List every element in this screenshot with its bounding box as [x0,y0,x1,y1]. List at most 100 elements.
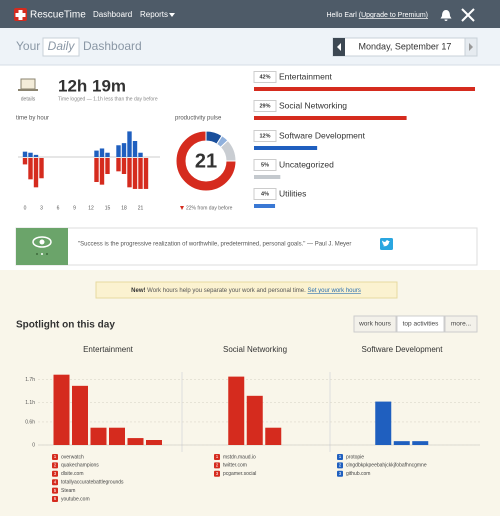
activity-name[interactable]: mstdn.maud.io [223,454,256,460]
section-title: Spotlight on this day [16,320,115,331]
hour-bar [33,154,39,157]
period[interactable]: Daily [48,39,76,53]
bar [109,427,125,445]
rank-number: 3 [54,471,57,476]
percent-label: 5% [261,162,269,168]
tab[interactable] [353,315,397,333]
activity-name[interactable]: twitter.com [223,463,247,469]
hour-bar [33,158,39,188]
percent-label: 4% [261,191,269,197]
period-select[interactable] [42,37,80,57]
hour-bar [94,150,99,157]
hour-bar [94,158,99,182]
dot [36,253,38,255]
tab-label[interactable]: top activities [403,321,440,328]
quote: "Success is the progressive realization … [78,242,351,248]
activity-name[interactable]: youtube.com [61,496,90,502]
rank-number: 4 [54,479,57,484]
brand[interactable]: RescueTime [30,10,86,21]
upgrade-link[interactable]: (Upgrade to Premium) [359,12,428,19]
category-name[interactable]: Uncategorized [279,159,334,169]
rank-badge [214,470,220,477]
dropdown-caret [169,13,175,17]
logo-cross [15,10,26,20]
y-tick-label: 1.1h [25,400,35,406]
rank-badge [52,470,58,477]
activity-name[interactable]: dlsite.com [61,471,84,477]
hour-bar [28,152,33,157]
tab[interactable] [444,315,478,333]
category-name[interactable]: Software Development [279,130,366,140]
down-arrow [180,206,184,210]
notice-link[interactable]: Set your work hours [307,288,360,294]
x-tick-label: 6 [57,205,60,211]
tab[interactable] [396,315,445,333]
notice [95,281,398,299]
rank-number: 1 [54,454,57,459]
laptop-icon[interactable] [20,78,36,90]
pulse-score: 21 [195,150,217,172]
dot [46,253,48,255]
hour-bar [138,158,143,189]
hour-bar [121,158,127,174]
laptop-base [18,89,38,91]
panel-title: Social Networking [223,345,287,354]
rank-number: 2 [54,463,57,468]
activity-name[interactable]: protopie [346,454,364,460]
twitter-icon [382,240,390,247]
prev-arrow [337,43,341,51]
category-bar [254,146,318,150]
rank-badge [52,487,58,494]
hour-bar [105,158,110,174]
rank-badge [337,454,343,460]
y-tick-label: 1.7h [25,377,35,383]
percent-label: 29% [259,103,270,109]
tab-label[interactable]: more... [451,321,471,328]
rank-number: 5 [54,488,57,493]
eye-pupil [39,239,45,245]
header-suffix: Dashboard [83,39,142,53]
date[interactable]: Monday, September 17 [359,41,452,51]
x-tick-label: 21 [138,205,144,211]
hour-bar [138,152,143,157]
activity-name[interactable]: totallyaccuratebattlegrounds [61,480,124,486]
activity-name[interactable]: pcgamer.social [223,471,256,477]
bar [412,441,429,445]
bar [228,376,245,445]
quote-box [15,227,478,266]
nav-link[interactable]: Dashboard [93,10,132,19]
category-name[interactable]: Social Networking [279,100,347,110]
rank-badge [214,462,220,469]
x-tick-label: 15 [105,205,111,211]
activity-name[interactable]: github.com [346,471,370,477]
rank-number: 1 [339,454,342,459]
activity-name[interactable]: Steam [61,488,75,494]
tools-icon[interactable] [461,8,475,22]
bar [90,427,107,445]
rank-badge [337,462,343,469]
x-tick-label: 18 [121,205,127,211]
details-link[interactable]: details [21,96,36,102]
activity-name[interactable]: clngdbkpkpeebahjckkjfobafhncgmne [346,463,427,469]
rank-badge [52,462,58,469]
category-name[interactable]: Utilities [279,188,306,198]
category-name[interactable]: Entertainment [279,71,333,81]
activity-name[interactable]: quakechampions [61,463,99,469]
nav-link[interactable]: Reports [140,10,168,19]
rank-number: 3 [216,471,219,476]
activity-name[interactable]: overwatch [61,454,84,460]
hour-bar [105,152,110,157]
category-bar [254,204,276,208]
percent-box [253,71,277,83]
panel-title: Software Development [362,345,444,354]
bell-icon[interactable] [440,10,452,21]
rank-number: 1 [216,454,219,459]
next-arrow [469,43,473,51]
percent-box [253,130,277,142]
category-bar [254,87,475,91]
hour-bar [132,158,138,189]
tab-label[interactable]: work hours [358,321,392,328]
greeting: Hello Earl (Upgrade to Premium) [326,12,428,19]
hour-bar [99,158,105,185]
